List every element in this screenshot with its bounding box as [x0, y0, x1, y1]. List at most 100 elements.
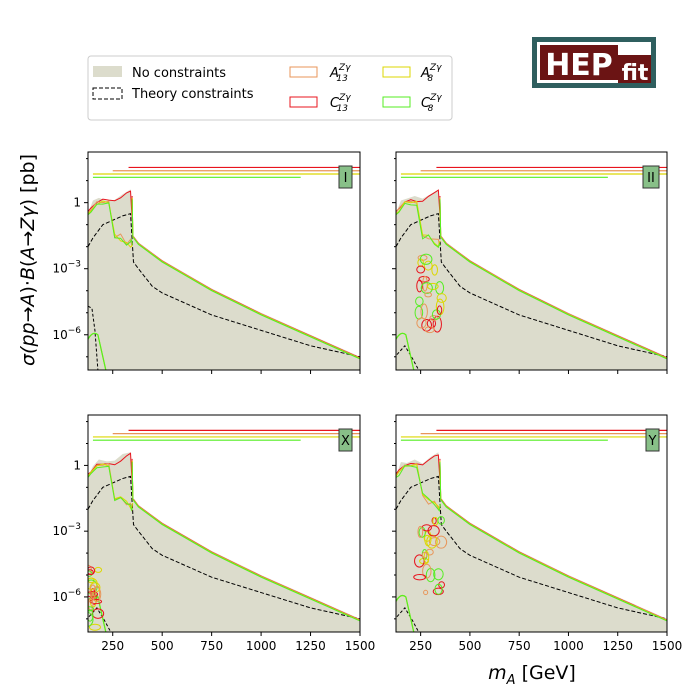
contour-island [88, 611, 94, 627]
contour-island [423, 534, 431, 542]
contour-island [89, 584, 97, 599]
contour-island [421, 318, 433, 332]
contour-a13-low [396, 200, 441, 246]
contour-c8-drop [131, 199, 134, 238]
contour-island [419, 253, 433, 265]
panel-X: 250 500 750 1000 1250 1500 1 10−3 10−6 X [52, 414, 376, 653]
x-tick-label: 750 [200, 639, 223, 653]
legend-label-theory: Theory constraints [131, 87, 254, 102]
contour-c8-tail [440, 237, 667, 360]
x-tick-label: 1000 [553, 639, 584, 653]
contour-island [425, 548, 434, 556]
panel-badge-label: I [344, 171, 348, 186]
contour-island [433, 568, 444, 581]
contour-island [427, 525, 440, 537]
contour-c8-low [88, 202, 133, 246]
panel-frame [395, 414, 668, 633]
panel-badge [338, 428, 353, 452]
contour-island [91, 608, 105, 619]
theory-constraint-line [88, 475, 360, 620]
contour-c13-low [88, 452, 134, 486]
theory-constraint-line [396, 475, 667, 620]
x-axis-label: mA [GeV] [488, 662, 576, 688]
contour-island [438, 581, 445, 589]
legend-swatch-c13 [289, 96, 318, 108]
legend-label-c8: CZγ 8 [421, 93, 442, 114]
contour-island [427, 282, 439, 290]
panel-plot-area [88, 429, 360, 632]
theory-constraint-lower [396, 344, 420, 370]
no-constraints-band [396, 452, 667, 632]
panel-frame [87, 151, 361, 371]
contour-island [88, 570, 93, 577]
contour-island [424, 292, 432, 298]
contour-island [423, 589, 429, 596]
contour-c8-drop [439, 462, 442, 501]
legend-swatch-c8 [382, 96, 411, 108]
y-tick-label: 1 [73, 196, 81, 210]
contour-island [436, 293, 447, 303]
theory-constraint-line [88, 213, 360, 358]
contour-island [423, 551, 430, 564]
contour-island [437, 515, 445, 525]
contour-c8-low [396, 202, 441, 249]
y-tick-label: 10−3 [52, 522, 81, 538]
contour-island [428, 537, 441, 547]
x-tick-label: 750 [508, 639, 531, 653]
theory-constraint-lower [88, 305, 99, 370]
x-tick-label: 250 [101, 639, 124, 653]
y-axis-label: σ(pp→A)·B(A→Zγ) [pb] [17, 154, 39, 366]
panel-II: II [392, 151, 668, 374]
contour-c8-drop [439, 199, 442, 238]
panel-badge [338, 165, 353, 189]
legend-swatch-none [93, 66, 122, 77]
contour-island [88, 566, 96, 576]
legend-label-c13: CZγ 13 [330, 93, 351, 114]
contour-island [415, 296, 424, 307]
legend-label-none: No constraints [132, 66, 226, 81]
contour-island [416, 317, 427, 329]
contour-c8-low [88, 465, 133, 512]
panel-badge-label: Y [648, 434, 657, 449]
legend-swatch-a13 [289, 66, 318, 78]
contour-island [423, 260, 433, 271]
contour-island [417, 525, 424, 538]
logo-hep-bg [540, 45, 618, 80]
contour-island [420, 303, 428, 320]
contour-island [429, 315, 438, 321]
contour-c8-lowloop [396, 594, 415, 632]
panel-Y: 250 500 750 1000 1250 1500 Y [392, 414, 683, 653]
panel-frame [87, 414, 361, 633]
contour-island [413, 573, 427, 581]
panel-badge-label: II [647, 171, 655, 186]
contour-island [422, 563, 432, 579]
contour-island [416, 265, 426, 274]
panel-frame [395, 151, 668, 371]
legend-frame [87, 55, 453, 121]
contour-island [88, 609, 94, 622]
x-tick-label: 250 [409, 639, 432, 653]
panel-plot-area [396, 166, 667, 370]
contour-c8-lowloop [88, 332, 107, 370]
contour-c8-drop [131, 462, 134, 501]
legend: No constraints Theory constraints AZγ 13 … [87, 55, 453, 121]
x-tick-label: 1500 [652, 639, 683, 653]
contour-c8-tail [440, 500, 667, 622]
theory-constraint-lower [396, 607, 420, 632]
y-tick-label: 1 [73, 458, 81, 472]
contour-island [436, 305, 443, 315]
x-tick-label: 1250 [295, 639, 326, 653]
no-constraints-band [88, 189, 360, 370]
contour-island [435, 535, 448, 549]
contour-island [426, 318, 437, 329]
y-tick-label: 10−6 [52, 326, 81, 342]
no-constraints-band [88, 452, 360, 632]
x-tick-label: 1500 [345, 639, 376, 653]
contour-island [88, 623, 101, 631]
y-tick-label: 10−6 [52, 588, 81, 604]
contour-island [431, 264, 438, 276]
x-tick-label: 1000 [246, 639, 277, 653]
contour-c8-tail [133, 237, 360, 360]
contour-c8-lowloop [396, 332, 415, 370]
